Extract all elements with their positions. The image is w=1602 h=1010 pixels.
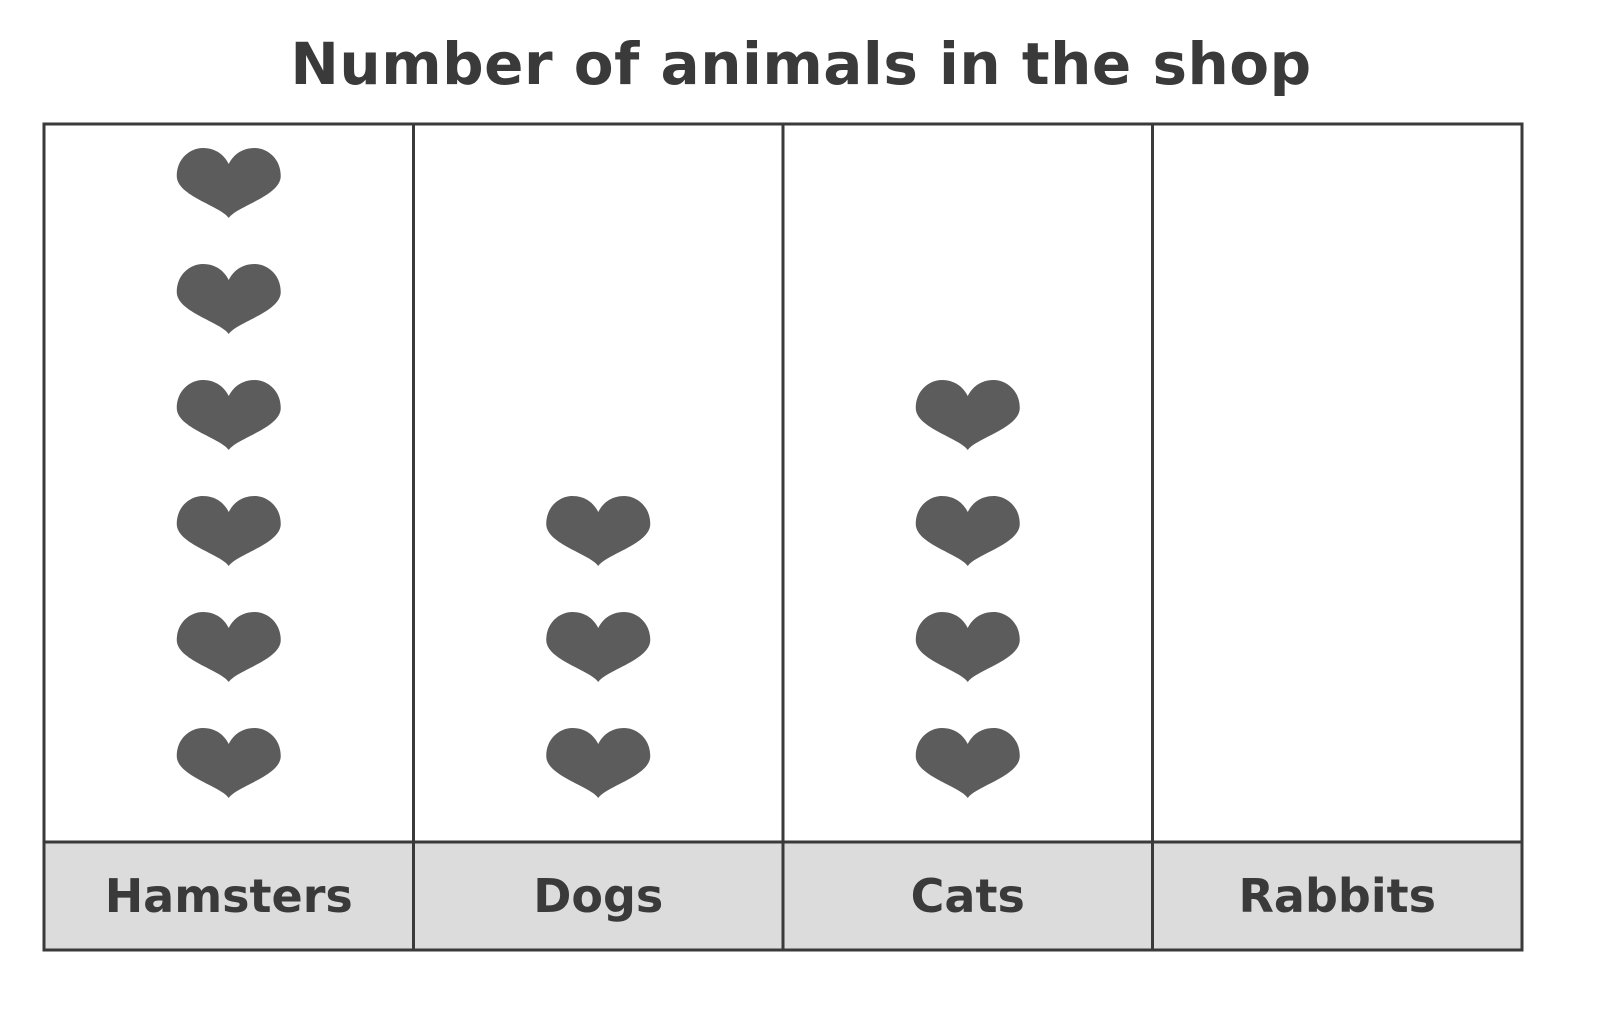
heart-icon [915,496,1020,566]
category-label-rabbits: Rabbits [1239,869,1436,923]
category-label-cats: Cats [911,869,1025,923]
heart-icon [915,380,1020,450]
heart-icon [176,728,281,798]
heart-icon [915,728,1020,798]
heart-icon [546,496,651,566]
category-label-hamsters: Hamsters [105,869,353,923]
heart-icon [176,264,281,334]
heart-icon [176,496,281,566]
heart-icon [546,728,651,798]
category-label-dogs: Dogs [533,869,663,923]
chart-title: Number of animals in the shop [290,30,1312,98]
heart-icon [176,148,281,218]
heart-icon [176,612,281,682]
heart-icon [915,612,1020,682]
heart-icon [176,380,281,450]
heart-icon [546,612,651,682]
